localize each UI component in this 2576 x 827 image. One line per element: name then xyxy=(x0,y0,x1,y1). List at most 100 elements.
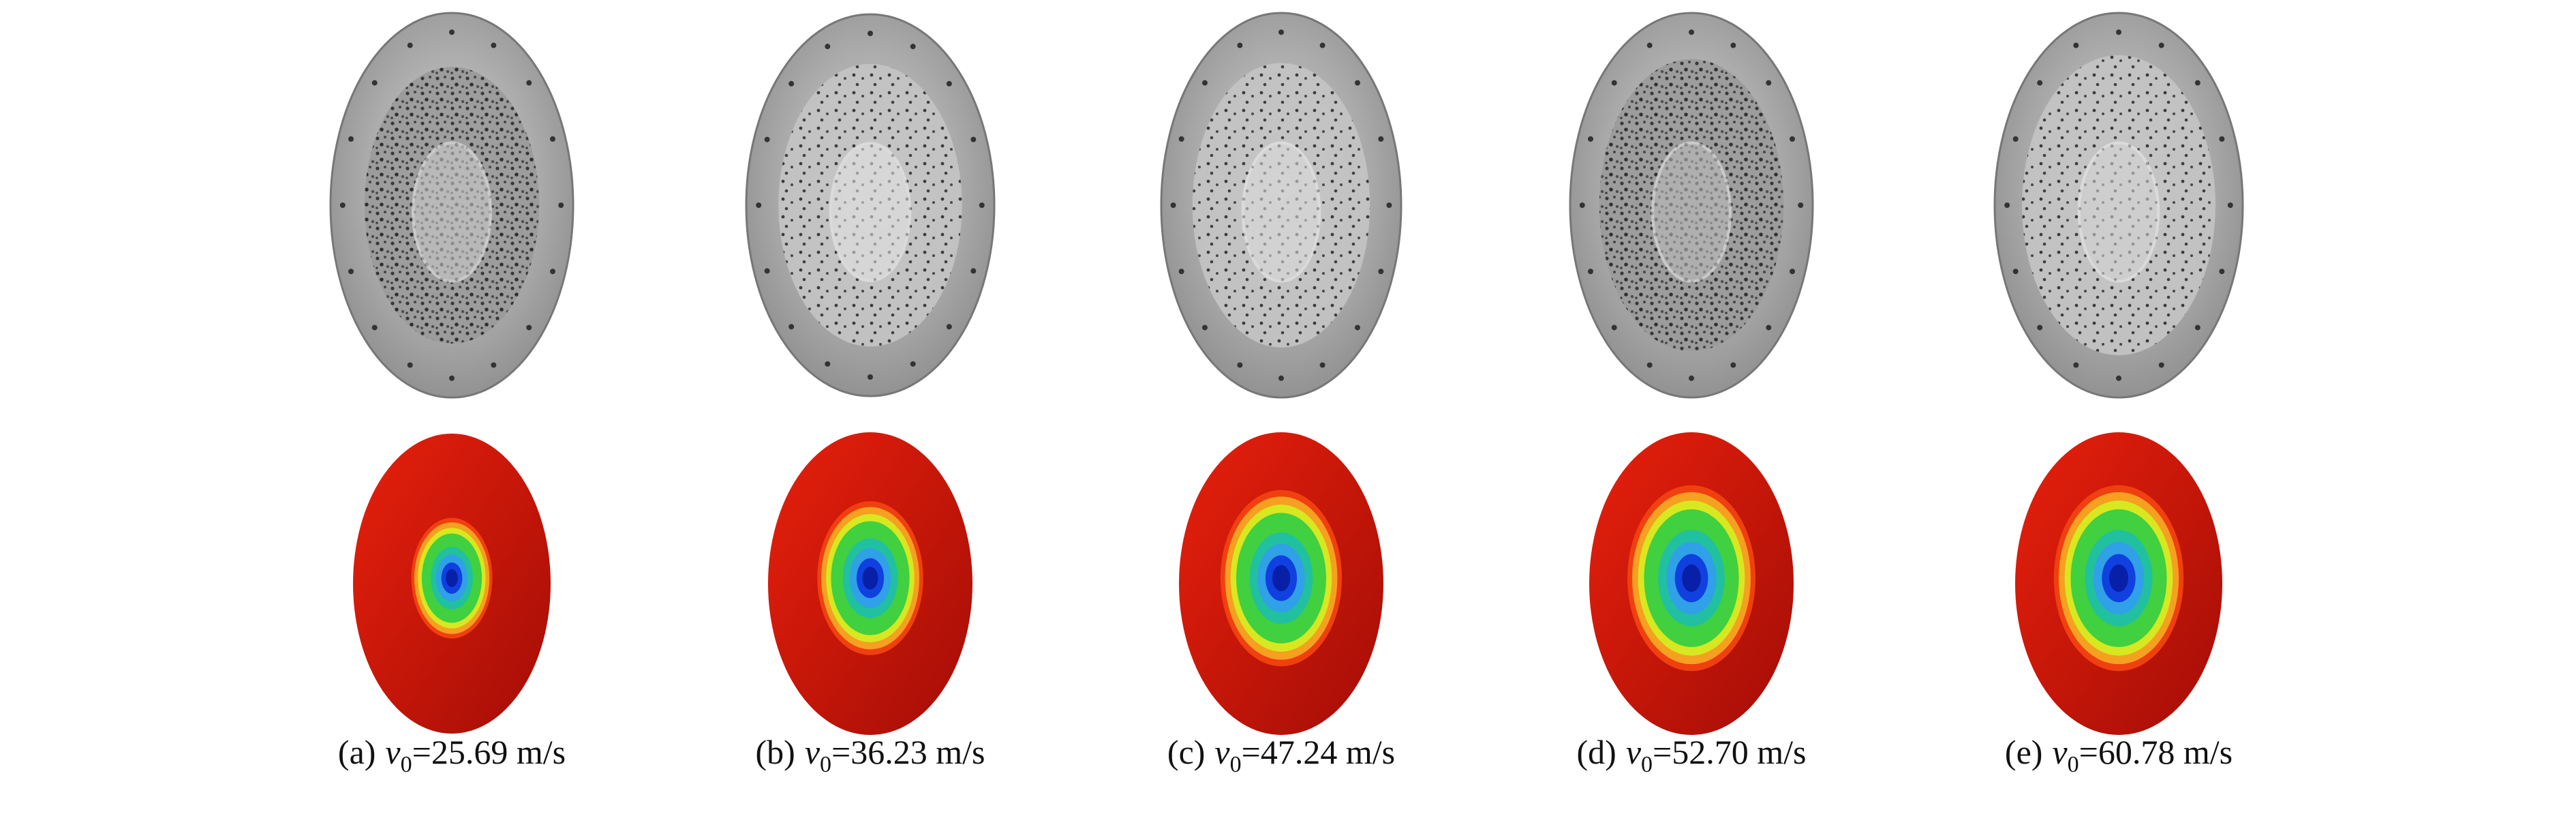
bolt-hole xyxy=(1237,362,1243,368)
bolt-hole xyxy=(2219,136,2225,142)
caption-value: =36.23 m/s xyxy=(831,733,985,771)
bolt-hole xyxy=(2073,362,2079,368)
bolt-hole xyxy=(1790,269,1796,275)
bolt-hole xyxy=(526,80,532,86)
bolt-hole xyxy=(371,80,378,86)
bolt-hole xyxy=(1378,136,1384,142)
bolt-hole xyxy=(1178,269,1184,275)
bolt-hole xyxy=(946,80,952,87)
caption-subscript: 0 xyxy=(1641,752,1653,777)
bolt-hole xyxy=(979,202,985,208)
bolt-hole xyxy=(491,362,497,368)
caption-label: (e) xyxy=(2005,733,2043,771)
caption-label: (b) xyxy=(756,733,795,771)
bolt-hole xyxy=(970,268,977,274)
caption-symbol: v xyxy=(385,733,401,771)
bolt-hole xyxy=(1378,269,1384,275)
bolt-hole xyxy=(1587,269,1593,275)
bolt-hole xyxy=(407,42,413,48)
contour-band xyxy=(862,567,878,590)
caption: (d) v0=52.70 m/s xyxy=(1577,733,1807,777)
bolt-hole xyxy=(339,202,346,208)
bolt-hole xyxy=(550,269,556,275)
bolt-hole xyxy=(1766,80,1772,86)
bolt-hole xyxy=(764,268,770,274)
caption: (c) v0=47.24 m/s xyxy=(1167,733,1395,777)
caption-value: =47.24 m/s xyxy=(1242,733,1395,771)
panel: (d) v0=52.70 m/s xyxy=(1569,12,1814,777)
bolt-hole xyxy=(1766,325,1772,331)
panel: (b) v0=36.23 m/s xyxy=(745,13,996,777)
caption-label: (c) xyxy=(1167,733,1206,771)
bolt-hole xyxy=(371,325,378,331)
bolt-hole xyxy=(1689,375,1694,381)
caption: (e) v0=60.78 m/s xyxy=(2005,733,2233,777)
plate-center xyxy=(1241,141,1321,283)
bolt-hole xyxy=(1355,325,1361,331)
bolt-hole xyxy=(449,375,455,381)
bolt-hole xyxy=(2037,325,2043,331)
bolt-hole xyxy=(407,362,413,368)
bolt-hole xyxy=(756,202,762,208)
bolt-hole xyxy=(2116,375,2121,381)
caption-value: =25.69 m/s xyxy=(412,733,566,771)
bolt-hole xyxy=(1730,362,1736,368)
bolt-hole xyxy=(910,44,916,50)
bolt-hole xyxy=(764,136,770,142)
bolt-hole xyxy=(1790,136,1796,142)
caption-value: =60.78 m/s xyxy=(2079,733,2233,771)
bolt-hole xyxy=(491,42,497,48)
contour-band xyxy=(2109,564,2129,592)
panel: (c) v0=47.24 m/s xyxy=(1160,12,1402,777)
bolt-hole xyxy=(1611,80,1617,86)
bolt-hole xyxy=(1798,202,1804,208)
bolt-hole xyxy=(550,136,556,142)
bolt-hole xyxy=(1201,325,1208,331)
bolt-hole xyxy=(1579,202,1585,208)
caption-symbol: v xyxy=(805,733,821,771)
bolt-hole xyxy=(558,202,564,208)
bolt-hole xyxy=(526,325,532,331)
caption: (a) v0=25.69 m/s xyxy=(338,733,566,777)
bolt-hole xyxy=(2004,202,2010,208)
bolt-hole xyxy=(2227,202,2233,208)
bolt-hole xyxy=(825,361,831,367)
bolt-hole xyxy=(1355,80,1361,86)
caption-label: (a) xyxy=(338,733,376,771)
bolt-hole xyxy=(1646,42,1653,48)
bolt-hole xyxy=(1201,80,1208,86)
plate-center xyxy=(829,142,912,282)
bolt-hole xyxy=(1178,136,1184,142)
caption-symbol: v xyxy=(1626,733,1642,771)
bolt-hole xyxy=(868,374,873,380)
bolt-hole xyxy=(348,269,354,275)
caption-label: (d) xyxy=(1577,733,1616,771)
caption-subscript: 0 xyxy=(2068,752,2079,777)
bolt-hole xyxy=(1278,375,1284,381)
contour-band xyxy=(446,569,458,588)
bolt-hole xyxy=(868,31,873,36)
bolt-hole xyxy=(1170,202,1176,208)
contour-band xyxy=(1272,565,1291,592)
bolt-hole xyxy=(348,136,354,142)
contour-band xyxy=(1682,564,1701,592)
bolt-hole xyxy=(946,324,952,330)
bolt-hole xyxy=(449,29,455,35)
bolt-hole xyxy=(2194,80,2201,86)
bolt-hole xyxy=(1611,325,1617,331)
caption-value: =52.70 m/s xyxy=(1653,733,1806,771)
bolt-hole xyxy=(2012,269,2019,275)
bolt-hole xyxy=(788,324,795,330)
plate-center xyxy=(412,141,492,283)
bolt-hole xyxy=(2158,362,2164,368)
caption-subscript: 0 xyxy=(820,752,831,777)
panel: (a) v0=25.69 m/s xyxy=(329,12,574,777)
bolt-hole xyxy=(910,361,916,367)
bolt-hole xyxy=(1730,42,1736,48)
bolt-hole xyxy=(2194,325,2201,331)
bolt-hole xyxy=(825,44,831,50)
bolt-hole xyxy=(2073,42,2079,48)
bolt-hole xyxy=(1386,202,1392,208)
